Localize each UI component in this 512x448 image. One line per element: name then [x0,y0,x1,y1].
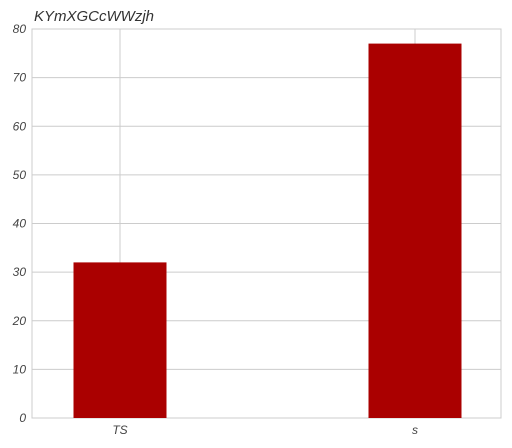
y-tick-label: 0 [19,411,26,425]
bar-ts [73,262,167,418]
plot-frame [31,28,502,419]
y-axis-tick-labels: 0 10 20 30 40 50 60 70 80 [12,22,27,425]
y-tick-label: 20 [12,314,27,328]
x-tick-label: TS [112,423,127,437]
y-tick-label: 50 [13,168,27,182]
y-tick-label: 70 [13,71,27,85]
y-tick-label: 60 [13,119,27,133]
y-tick-label: 10 [13,362,27,376]
bars [73,43,462,419]
bar-s [368,43,462,419]
y-tick-label: 30 [13,265,27,279]
chart-title: KYmXGCcWWzjh [34,8,154,25]
x-tick-label: s [412,423,418,437]
y-tick-label: 80 [13,22,27,36]
x-axis-tick-labels: TS s [112,423,418,437]
y-tick-label: 40 [13,217,27,231]
